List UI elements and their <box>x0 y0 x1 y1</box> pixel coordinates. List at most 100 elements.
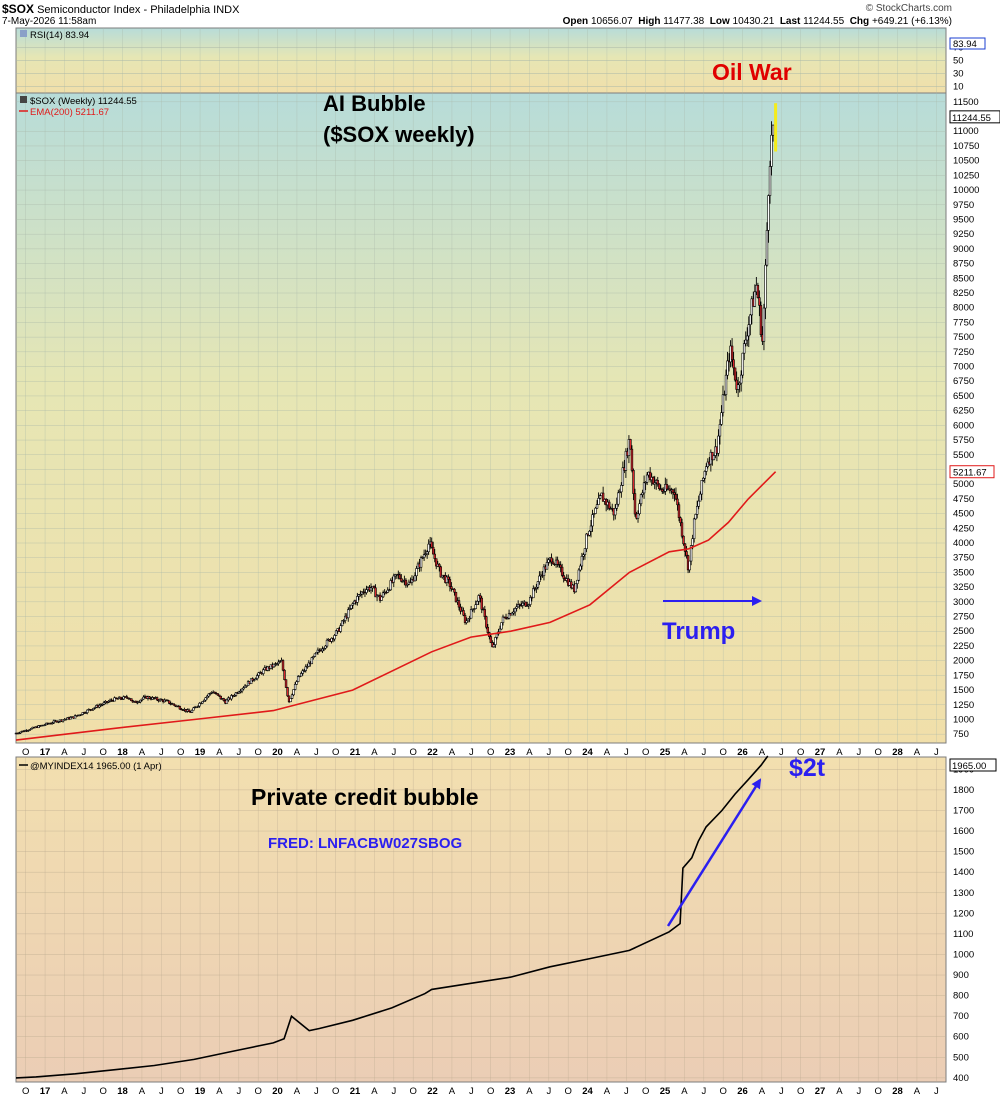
candle-body <box>17 732 21 735</box>
candle-body <box>298 675 301 678</box>
candle-body <box>304 666 307 671</box>
x-tick-label: 22 <box>427 747 438 758</box>
ema-last-badge <box>949 465 995 479</box>
price-tick-label: 3750 <box>953 553 974 564</box>
x-tick-label: 18 <box>117 747 128 758</box>
candle-body <box>98 704 101 708</box>
x-tick-label: 18 <box>117 1086 128 1097</box>
candle-body <box>762 307 766 342</box>
price-tick-label: 11500 <box>953 97 979 108</box>
candle-body <box>614 508 617 516</box>
candle-body <box>685 551 688 556</box>
x-tick-label: 27 <box>815 1086 826 1097</box>
candle-body <box>342 620 345 622</box>
price-tick-label: 11000 <box>953 126 979 137</box>
candle-body <box>607 501 611 509</box>
candle-body <box>771 124 775 136</box>
candle-body <box>192 707 195 711</box>
candle-body <box>380 596 383 601</box>
candle-body <box>178 706 182 710</box>
candle-body <box>674 494 678 500</box>
candle-body <box>659 488 662 490</box>
price-tick-label: 10250 <box>953 170 979 181</box>
candle-body <box>219 695 223 700</box>
price-tick-label: 5750 <box>953 435 974 446</box>
candle-body <box>392 575 395 583</box>
price-tick-label: 5500 <box>953 450 974 461</box>
candle-body <box>526 605 529 607</box>
price-tick-label: 6250 <box>953 406 974 417</box>
candle-body <box>527 604 530 606</box>
candle-body <box>73 715 77 719</box>
open-value: 10656.07 <box>590 16 633 27</box>
rsi-legend: RSI(14) 83.94 <box>30 30 89 41</box>
credit-tick-label: 1100 <box>953 929 973 940</box>
candle-body <box>295 681 298 685</box>
candle-body <box>694 514 697 520</box>
ai-bubble-title: AI Bubble <box>323 91 426 116</box>
x-tick-label: O <box>409 747 416 758</box>
price-tick-label: 2750 <box>953 612 974 623</box>
candle-body <box>439 566 442 578</box>
candle-body <box>712 455 716 461</box>
candle-body <box>632 470 635 494</box>
price-tick-label: 10750 <box>953 141 979 152</box>
chg-value: +649.21 (+6.13%) <box>871 16 952 27</box>
candle-body <box>485 616 488 628</box>
price-tick-label: 7500 <box>953 332 974 343</box>
candle-body <box>360 591 364 595</box>
x-tick-label: O <box>99 1086 106 1097</box>
price-last-badge <box>949 110 1000 124</box>
candle-body <box>551 561 555 565</box>
x-tick-label: J <box>934 1086 939 1097</box>
candle-body <box>293 684 297 690</box>
candle-body <box>454 591 458 603</box>
candle-body <box>256 675 259 679</box>
candle-body <box>556 559 559 565</box>
candle-body <box>139 699 142 703</box>
credit-tick-label: 1600 <box>953 826 974 837</box>
x-tick-label: J <box>236 747 241 758</box>
candle-body <box>421 557 424 559</box>
candle-body <box>296 676 300 682</box>
candle-body <box>252 679 256 681</box>
candle-body <box>114 697 118 699</box>
candle-body <box>64 718 68 721</box>
candle-body <box>381 592 385 598</box>
two-trillion-label: $2t <box>789 754 826 782</box>
x-tick-label: A <box>61 747 68 758</box>
candle-body <box>125 696 128 699</box>
x-tick-label: A <box>294 1086 301 1097</box>
x-tick-label: J <box>236 1086 241 1097</box>
x-tick-label: J <box>469 747 474 758</box>
candle-body <box>433 553 436 559</box>
candle-body <box>767 195 770 231</box>
price-tick-label: 5000 <box>953 479 974 490</box>
x-tick-label: 19 <box>195 747 206 758</box>
oil-war-label: Oil War <box>712 59 792 85</box>
x-tick-label: J <box>159 747 164 758</box>
candle-body <box>225 699 229 704</box>
candle-body <box>424 553 427 555</box>
x-axis-lower: O 17 A J O 18 A J O 19 A J O 20 A J O 21 A J O 22 A J O 23 A J O 24 A J… <box>22 1086 939 1097</box>
candle-body <box>234 692 238 696</box>
candle-body <box>292 689 295 696</box>
candle-body <box>739 374 743 384</box>
candle-body <box>598 495 602 499</box>
x-tick-label: 20 <box>272 1086 283 1097</box>
x-tick-label: A <box>61 1086 68 1097</box>
price-tick-label: 9250 <box>953 229 974 240</box>
price-tick-label: 6750 <box>953 376 974 387</box>
candle-body <box>230 695 233 700</box>
candle-body <box>168 700 171 704</box>
candle-body <box>536 581 540 588</box>
candle-body <box>137 701 141 703</box>
candle-body <box>281 660 285 671</box>
candle-body <box>677 504 681 519</box>
candle-body <box>618 491 622 494</box>
candle-body <box>588 530 591 536</box>
candle-body <box>717 435 720 454</box>
candle-body <box>286 687 289 697</box>
candle-body <box>465 620 468 623</box>
candle-body <box>615 503 618 509</box>
